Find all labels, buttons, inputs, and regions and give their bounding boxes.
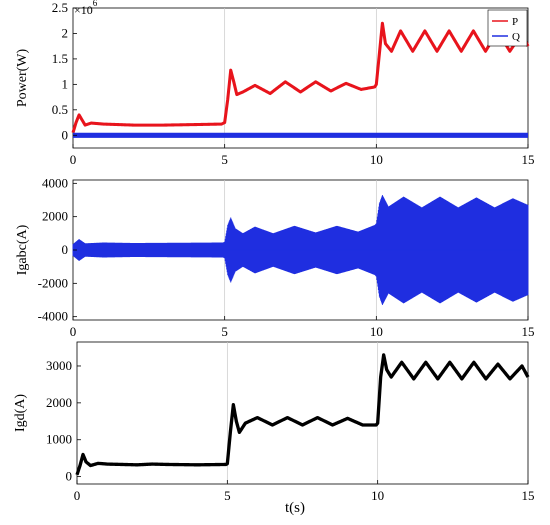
y-tick-label: 0 (62, 127, 69, 142)
p-line (71, 21, 530, 134)
y-tick-label: 4000 (42, 175, 68, 190)
x-axis-label: t(s) (285, 500, 305, 516)
power-legend: P Q (487, 9, 528, 47)
y-tick-label: 1 (62, 76, 69, 91)
y-tick-label: 0.5 (52, 102, 68, 117)
x-tick-label: 15 (522, 324, 535, 339)
y-tick-label: 3000 (46, 358, 72, 373)
y-tick-label: 1.5 (52, 51, 68, 66)
x-tick-label: 0 (70, 152, 77, 167)
exponent-base: ×10 (74, 3, 93, 17)
y-tick-label: 2 (62, 25, 69, 40)
power-x-ticks: 0 5 10 15 (70, 144, 535, 167)
y-tick-label: 2000 (42, 209, 68, 224)
y-tick-label: 1000 (46, 432, 72, 447)
x-tick-label: 10 (371, 488, 384, 503)
x-tick-label: 5 (221, 324, 228, 339)
y-tick-label: 0 (66, 469, 73, 484)
power-panel: 0 0.5 1 1.5 2 2.5 0 5 10 15 Power(W) ×106 P Q (15, 0, 535, 167)
y-tick-label: 2.5 (52, 0, 68, 15)
x-tick-label: 0 (70, 324, 77, 339)
x-tick-label: 5 (221, 152, 228, 167)
y-tick-label: 2000 (46, 395, 72, 410)
power-exponent-label: ×106 (74, 0, 98, 17)
igd-axes-box (76, 341, 529, 485)
igd-y-axis-label: Igd(A) (13, 394, 28, 432)
power-y-ticks: 0 0.5 1 1.5 2 2.5 (52, 0, 77, 142)
x-tick-label: 0 (74, 488, 81, 503)
power-axes-box (72, 7, 529, 149)
igabc-y-ticks: -4000 -2000 0 2000 4000 (38, 175, 77, 324)
x-tick-label: 10 (370, 324, 383, 339)
x-tick-label: 10 (370, 152, 383, 167)
power-series (71, 21, 530, 138)
legend-q-label: Q (512, 31, 520, 43)
legend-p-label: P (512, 16, 518, 28)
igabc-y-axis-label: Igabc(A) (15, 224, 30, 275)
igd-series (75, 353, 530, 476)
exponent-power: 6 (93, 0, 98, 8)
legend-box (487, 9, 528, 47)
igd-panel: 0 1000 2000 3000 0 5 10 15 Igd(A) t(s) (13, 341, 535, 516)
power-y-axis-label: Power(W) (15, 49, 30, 108)
igd-y-ticks: 0 1000 2000 3000 (46, 358, 81, 484)
x-tick-label: 15 (522, 152, 535, 167)
x-tick-label: 15 (522, 488, 535, 503)
igabc-panel: -4000 -2000 0 2000 4000 0 5 10 15 Igabc(A) (15, 175, 535, 339)
y-tick-label: -2000 (38, 275, 68, 290)
y-tick-label: -4000 (38, 309, 68, 324)
x-tick-label: 5 (224, 488, 231, 503)
igabc-x-ticks: 0 5 10 15 (70, 316, 535, 339)
igd-x-ticks: 0 5 10 15 (74, 480, 535, 503)
igd-line (75, 353, 530, 476)
y-tick-label: 0 (62, 242, 69, 257)
